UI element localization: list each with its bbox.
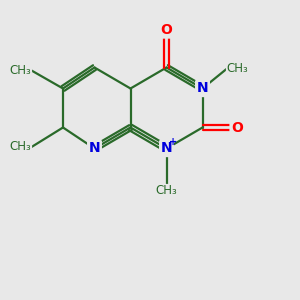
Text: CH₃: CH₃ [10,140,32,154]
Text: CH₃: CH₃ [226,62,248,76]
Text: CH₃: CH₃ [10,64,32,77]
Text: CH₃: CH₃ [156,184,177,197]
Text: N: N [161,142,172,155]
Text: N: N [89,142,100,155]
Text: O: O [160,23,172,37]
Text: O: O [231,121,243,134]
Text: +: + [169,137,177,147]
Text: N: N [197,82,208,95]
